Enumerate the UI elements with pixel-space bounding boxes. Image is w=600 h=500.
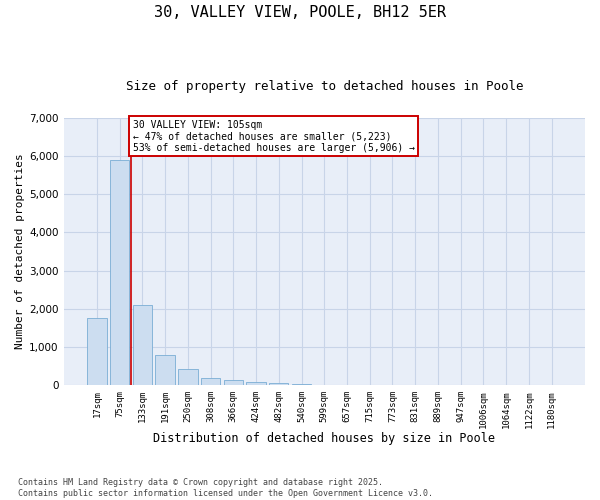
- Bar: [87, 318, 107, 386]
- Text: Contains HM Land Registry data © Crown copyright and database right 2025.
Contai: Contains HM Land Registry data © Crown c…: [18, 478, 433, 498]
- Bar: [269, 384, 289, 386]
- Bar: [178, 370, 197, 386]
- Bar: [133, 305, 152, 386]
- Bar: [247, 382, 266, 386]
- Text: 30 VALLEY VIEW: 105sqm
← 47% of detached houses are smaller (5,223)
53% of semi-: 30 VALLEY VIEW: 105sqm ← 47% of detached…: [133, 120, 415, 153]
- Bar: [314, 385, 334, 386]
- Bar: [110, 160, 129, 386]
- Bar: [292, 384, 311, 386]
- Title: Size of property relative to detached houses in Poole: Size of property relative to detached ho…: [125, 80, 523, 93]
- Bar: [155, 355, 175, 386]
- Y-axis label: Number of detached properties: Number of detached properties: [15, 154, 25, 350]
- Bar: [201, 378, 220, 386]
- X-axis label: Distribution of detached houses by size in Poole: Distribution of detached houses by size …: [153, 432, 495, 445]
- Text: 30, VALLEY VIEW, POOLE, BH12 5ER: 30, VALLEY VIEW, POOLE, BH12 5ER: [154, 5, 446, 20]
- Bar: [224, 380, 243, 386]
